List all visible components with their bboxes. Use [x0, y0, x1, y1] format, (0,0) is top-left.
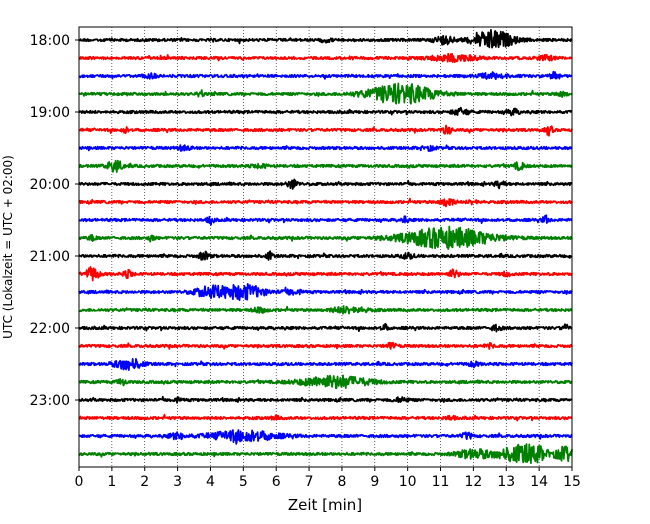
- y-tick-label: 23:00: [30, 393, 70, 409]
- trace-2030: [78, 214, 573, 226]
- y-axis-label: UTC (Lokalzeit = UTC + 02:00): [1, 155, 15, 339]
- x-tick-label: 4: [206, 474, 215, 490]
- grid-lines: [111, 27, 540, 467]
- trace-2200: [78, 322, 573, 333]
- x-tick-label: 9: [370, 474, 379, 490]
- x-tick-label: 3: [173, 474, 182, 490]
- trace-2045: [78, 225, 573, 250]
- x-axis-ticks: 0 1 2 3 4 5 6 7 8 9 10 11 12 13 14 15: [75, 467, 581, 490]
- trace-1800: [78, 28, 573, 49]
- trace-2145: [78, 305, 573, 315]
- trace-2215: [78, 341, 573, 350]
- x-tick-label: 12: [464, 474, 482, 490]
- trace-2300: [78, 395, 573, 404]
- trace-2230: [78, 358, 573, 371]
- trace-1815: [78, 52, 573, 64]
- trace-2130: [78, 282, 573, 302]
- trace-1830: [78, 70, 573, 81]
- trace-1915: [78, 124, 573, 137]
- traces: [78, 28, 573, 464]
- plot-frame: [78, 26, 573, 468]
- x-tick-label: 1: [107, 474, 116, 490]
- trace-1930: [78, 144, 573, 153]
- trace-1900: [78, 106, 573, 117]
- x-tick-label: 6: [272, 474, 281, 490]
- y-tick-label: 22:00: [30, 321, 70, 337]
- x-tick-label: 10: [399, 474, 417, 490]
- trace-2115: [78, 266, 573, 282]
- trace-2345: [78, 443, 573, 464]
- trace-2100: [78, 250, 573, 261]
- trace-2000: [78, 178, 573, 190]
- trace-2315: [78, 413, 573, 422]
- y-tick-label: 18:00: [30, 33, 70, 49]
- x-tick-label: 15: [563, 474, 581, 490]
- x-tick-label: 0: [75, 474, 84, 490]
- x-tick-label: 11: [432, 474, 450, 490]
- x-tick-label: 2: [140, 474, 149, 490]
- trace-2330: [78, 429, 573, 445]
- y-axis-ticks: 18:00 19:00 20:00 21:00 22:00 23:00: [30, 33, 79, 409]
- x-axis-label: Zeit [min]: [288, 496, 362, 514]
- trace-2015: [78, 197, 573, 208]
- y-tick-label: 21:00: [30, 249, 70, 265]
- trace-1945: [78, 159, 573, 173]
- x-tick-label: 14: [530, 474, 548, 490]
- y-tick-label: 20:00: [30, 177, 70, 193]
- x-tick-label: 13: [497, 474, 515, 490]
- x-tick-label: 7: [305, 474, 314, 490]
- x-tick-label: 5: [239, 474, 248, 490]
- y-tick-label: 19:00: [30, 105, 70, 121]
- x-tick-label: 8: [337, 474, 346, 490]
- trace-1845: [78, 82, 573, 105]
- trace-2245: [78, 374, 573, 390]
